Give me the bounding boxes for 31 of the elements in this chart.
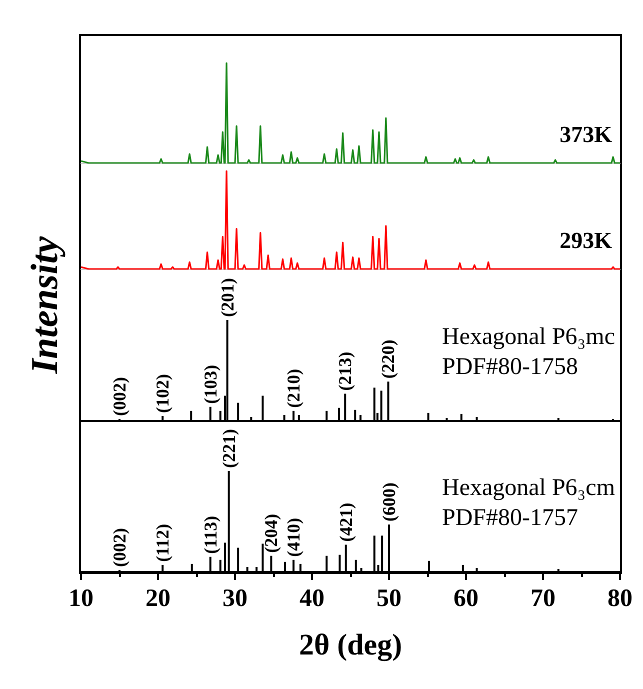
x-tick-label: 20 (146, 585, 170, 612)
x-tick-label: 70 (530, 585, 556, 612)
x-tick-label: 50 (376, 585, 402, 612)
annotation: (102) (152, 374, 173, 413)
x-tick-label: 60 (454, 585, 478, 612)
annotation: (002) (110, 376, 130, 416)
x-tick-label: 10 (68, 585, 94, 612)
x-tick-label: 80 (608, 585, 632, 612)
annotation: PDF#80-1757 (442, 505, 578, 531)
annotation: (220) (378, 340, 398, 379)
x-tick-label: 40 (300, 585, 324, 612)
annotation: (213) (335, 352, 356, 391)
annotation: (210) (284, 368, 304, 408)
annotation: (201) (217, 278, 238, 317)
annotation: Hexagonal P6₃mc (442, 324, 615, 350)
annotation: (600) (379, 482, 399, 522)
annotation: (204) (261, 514, 282, 553)
annotation: Hexagonal P6₃cm (442, 475, 616, 501)
annotation: (221) (218, 429, 239, 468)
x-tick-label: 30 (222, 585, 248, 612)
annotation: 373K (560, 122, 612, 147)
annotation: PDF#80-1758 (442, 354, 578, 380)
annotation: 293K (560, 228, 612, 253)
x-axis-title: 2θ (deg) (298, 628, 402, 662)
annotation: (112) (152, 524, 173, 562)
annotation: (113) (200, 516, 220, 554)
annotation: (421) (336, 502, 356, 542)
y-axis-title: Intensity (23, 236, 67, 374)
annotation: (410) (284, 518, 304, 557)
annotation: (103) (200, 364, 220, 404)
annotation: (002) (110, 528, 130, 567)
